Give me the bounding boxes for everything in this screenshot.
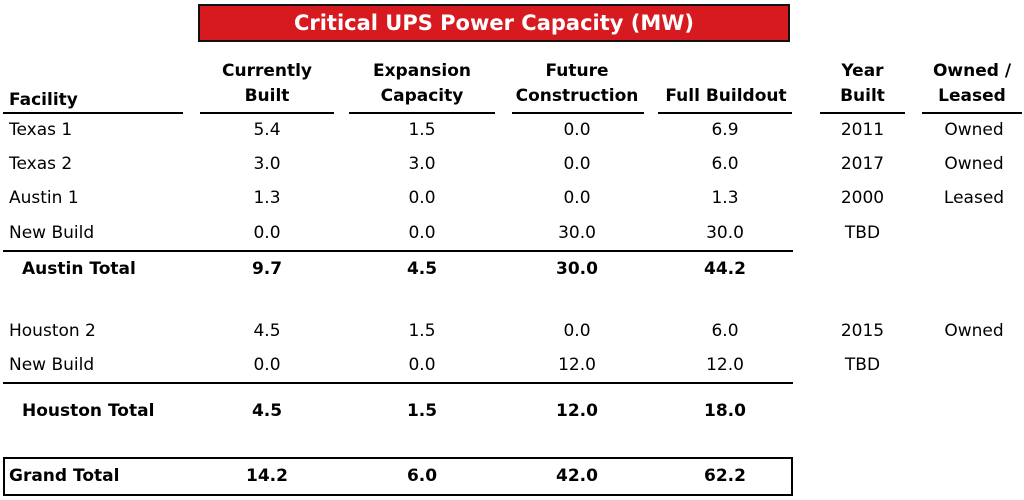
- header-underline: [820, 112, 905, 114]
- cell-full: 6.9: [711, 120, 739, 140]
- cell-full: 12.0: [706, 355, 744, 375]
- cell-full: 44.2: [704, 259, 746, 279]
- cell-built: 1.3: [253, 188, 281, 208]
- cell-year: 2017: [840, 154, 885, 174]
- cell-future: 12.0: [556, 401, 598, 421]
- cell-future: 0.0: [563, 154, 591, 174]
- houston-rule: [3, 382, 793, 384]
- cell-future: 42.0: [556, 466, 598, 486]
- cell-owned: Owned: [944, 120, 1004, 140]
- header-underline: [658, 112, 792, 114]
- header-underline: [512, 112, 644, 114]
- cell-year: 2011: [840, 120, 885, 140]
- cell-built: 4.5: [253, 321, 281, 341]
- row-label: Houston Total: [22, 401, 155, 421]
- cell-built: 0.0: [253, 355, 281, 375]
- header-underline: [922, 112, 1022, 114]
- cell-owned: Leased: [943, 188, 1005, 208]
- cell-built: 9.7: [251, 259, 283, 279]
- cell-full: 18.0: [704, 401, 746, 421]
- cell-year: TBD: [844, 223, 881, 243]
- grand-total-box: [3, 457, 793, 496]
- cell-future: 0.0: [563, 188, 591, 208]
- header-full-buildout: Full Buildout: [665, 86, 787, 106]
- cell-expansion: 1.5: [408, 321, 436, 341]
- header-underline: [3, 112, 183, 114]
- cell-expansion: 0.0: [408, 355, 436, 375]
- cell-full: 6.0: [711, 321, 739, 341]
- cell-expansion: 1.5: [406, 401, 438, 421]
- cell-expansion: 0.0: [408, 223, 436, 243]
- header-facility: Facility: [9, 90, 78, 110]
- cell-full: 62.2: [704, 466, 746, 486]
- cell-built: 5.4: [253, 120, 281, 140]
- cell-year: TBD: [844, 355, 881, 375]
- header-owned-leased: Owned / Leased: [932, 61, 1012, 106]
- row-label: Texas 2: [9, 154, 73, 174]
- header-currently-built: Currently Built: [221, 61, 312, 106]
- cell-future: 30.0: [556, 259, 598, 279]
- cell-year: 2015: [840, 321, 885, 341]
- cell-future: 0.0: [563, 321, 591, 341]
- cell-built: 0.0: [253, 223, 281, 243]
- cell-future: 0.0: [563, 120, 591, 140]
- header-future-construction: Future Construction: [515, 61, 639, 106]
- header-expansion-capacity: Expansion Capacity: [372, 61, 472, 106]
- cell-expansion: 4.5: [406, 259, 438, 279]
- row-label: Austin 1: [9, 188, 79, 208]
- cell-built: 14.2: [246, 466, 288, 486]
- row-label: New Build: [9, 355, 95, 375]
- row-label: Grand Total: [9, 466, 120, 486]
- row-label: New Build: [9, 223, 95, 243]
- header-underline: [349, 112, 495, 114]
- cell-expansion: 6.0: [406, 466, 438, 486]
- row-label: Austin Total: [22, 259, 136, 279]
- cell-built: 3.0: [253, 154, 281, 174]
- cell-future: 12.0: [558, 355, 596, 375]
- table-title: Critical UPS Power Capacity (MW): [198, 4, 790, 42]
- header-year-built: Year Built: [840, 61, 885, 106]
- cell-expansion: 0.0: [408, 188, 436, 208]
- cell-full: 1.3: [711, 188, 739, 208]
- cell-full: 30.0: [706, 223, 744, 243]
- cell-built: 4.5: [251, 401, 283, 421]
- cell-expansion: 1.5: [408, 120, 436, 140]
- cell-owned: Owned: [944, 154, 1004, 174]
- cell-future: 30.0: [558, 223, 596, 243]
- cell-owned: Owned: [944, 321, 1004, 341]
- header-underline: [200, 112, 334, 114]
- row-label: Texas 1: [9, 120, 73, 140]
- austin-rule: [3, 250, 793, 252]
- row-label: Houston 2: [9, 321, 96, 341]
- cell-expansion: 3.0: [408, 154, 436, 174]
- cell-year: 2000: [840, 188, 885, 208]
- cell-full: 6.0: [711, 154, 739, 174]
